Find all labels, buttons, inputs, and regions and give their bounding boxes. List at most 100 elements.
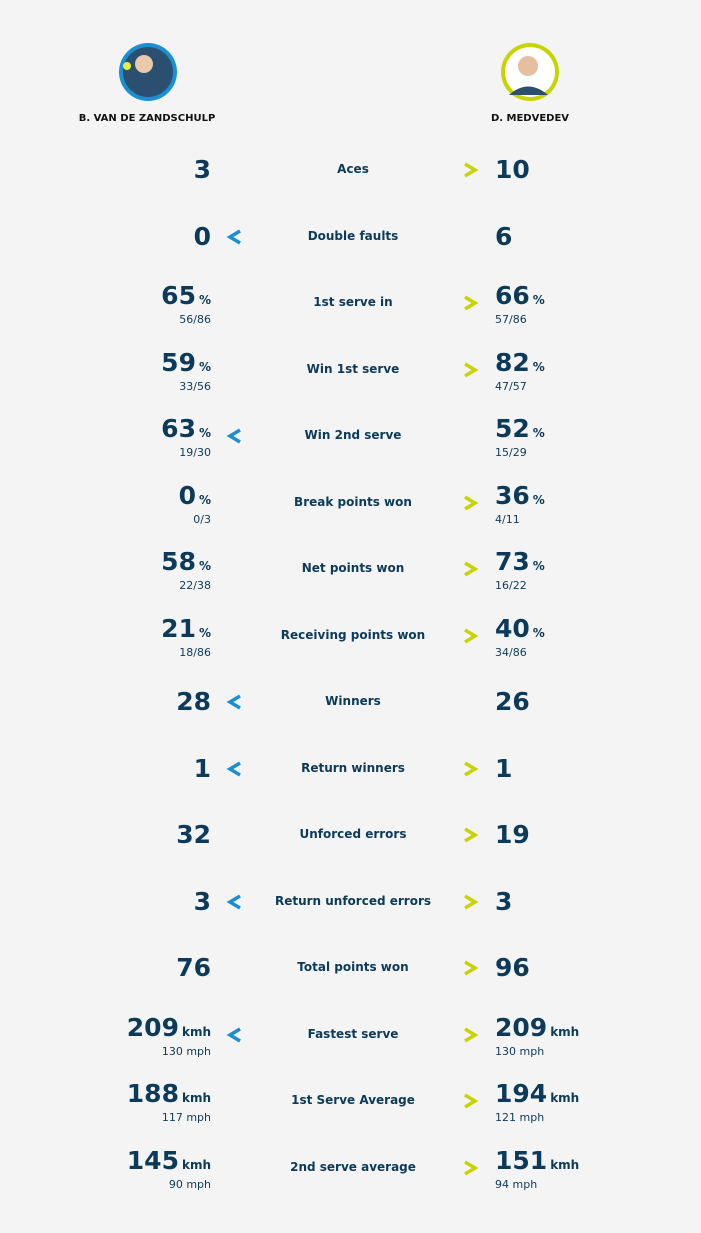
stat-value-group: 1 — [194, 754, 211, 784]
stat-value-group: 52% 15/29 — [495, 414, 545, 460]
stat-main: 1 — [194, 754, 211, 784]
stat-main: 21% — [161, 614, 211, 644]
avatar-shirt — [509, 86, 548, 95]
stat-value-group: 40% 34/86 — [495, 614, 545, 660]
stat-value: 36 — [495, 480, 530, 510]
right-arrow — [464, 760, 479, 777]
stat-main: 82% — [495, 348, 545, 378]
stat-unit: % — [198, 426, 211, 440]
left-arrow — [226, 760, 241, 777]
stat-value-group: 145 kmh 90 mph — [127, 1146, 211, 1192]
stat-main: 36% — [495, 481, 545, 511]
stat-main: 3 — [194, 155, 211, 185]
stat-main: 1 — [495, 754, 512, 784]
stat-main: 66% — [495, 281, 545, 311]
stat-value-group: 0% 0/3 — [179, 481, 211, 527]
stat-value-group: 73% 16/22 — [495, 547, 545, 593]
stat-main: 73% — [495, 547, 545, 577]
stat-unit: % — [198, 293, 211, 307]
avatars — [119, 43, 559, 101]
stat-label: 1st Serve Average — [291, 1093, 415, 1107]
right-arrow — [464, 627, 479, 644]
chevron — [464, 1026, 479, 1043]
stat-value-group: 1 — [495, 754, 512, 784]
avatar-face — [135, 55, 153, 73]
stat-value-group: 3 — [194, 155, 211, 185]
chevron — [464, 1159, 479, 1176]
chevron — [226, 893, 241, 910]
stat-main: 76 — [176, 953, 211, 983]
stat-value: 32 — [176, 820, 211, 849]
stat-main: 40% — [495, 614, 545, 644]
stat-value-group: 58% 22/38 — [161, 547, 211, 593]
stat-value-group: 96 — [495, 953, 530, 983]
stat-label: 1st serve in — [313, 295, 393, 309]
stat-unit: % — [532, 492, 545, 507]
chevron — [464, 627, 479, 644]
chevron — [464, 295, 479, 311]
right-arrow — [464, 827, 479, 843]
stat-main: 19 — [495, 820, 530, 850]
stat-value: 145 — [126, 1145, 179, 1175]
stat-value: 21 — [161, 613, 196, 643]
stat-sub: 130 mph — [495, 1044, 545, 1058]
left-arrow — [226, 694, 241, 710]
stat-value-group: 0 — [194, 222, 211, 252]
stat-label: 2nd serve average — [290, 1159, 416, 1174]
stat-value: 0 — [178, 480, 196, 510]
stat-value: 3 — [193, 886, 211, 916]
stat-value-group: 59% 33/56 — [161, 348, 211, 394]
stat-value-group: 19 — [495, 820, 530, 850]
stat-value: 209 — [126, 1012, 179, 1042]
stat-value: 76 — [176, 953, 211, 982]
stat-sub: 57/86 — [495, 313, 527, 326]
stat-main: 209 kmh — [495, 1013, 579, 1043]
stat-value: 58 — [161, 547, 196, 576]
stat-unit: % — [532, 559, 545, 573]
stat-value-group: 6 — [495, 222, 512, 252]
right-arrow — [464, 1159, 479, 1176]
left-arrow — [226, 1026, 241, 1043]
stat-main: 10 — [495, 155, 530, 185]
stat-sub: 34/86 — [495, 645, 527, 659]
stat-unit: % — [198, 492, 211, 507]
stat-sub: 56/86 — [179, 313, 211, 326]
right-arrow — [464, 1026, 479, 1043]
stat-value: 63 — [161, 414, 196, 443]
stat-sub: 15/29 — [495, 446, 527, 459]
stat-label: Win 1st serve — [306, 361, 400, 376]
chevron — [464, 162, 479, 178]
stat-value-group: 63% 19/30 — [161, 414, 211, 460]
stat-main: 0% — [179, 481, 211, 511]
stat-value-group: 10 — [495, 155, 530, 185]
stat-value: 10 — [495, 155, 530, 184]
stat-value: 66 — [495, 281, 530, 310]
stat-main: 28 — [176, 687, 211, 717]
right-arrow — [464, 162, 479, 178]
stat-sub: 16/22 — [495, 579, 527, 592]
stat-value: 6 — [495, 221, 513, 251]
stat-value: 3 — [495, 886, 513, 916]
stat-label: Unforced errors — [299, 827, 407, 841]
avatar-ball — [123, 62, 131, 70]
stat-value: 40 — [495, 613, 530, 643]
stat-value-group: 26 — [495, 687, 530, 717]
stat-unit: kmh — [181, 1091, 211, 1105]
stat-value: 1 — [193, 753, 211, 783]
stat-label: Total points won — [297, 960, 409, 974]
stat-value-group: 32 — [176, 820, 211, 850]
chevron — [464, 494, 479, 511]
right-arrow — [464, 893, 479, 910]
left-arrow — [226, 228, 241, 245]
stat-main: 63% — [161, 414, 211, 444]
chevron — [464, 561, 479, 577]
stat-unit: % — [532, 293, 545, 307]
stat-main: 59% — [161, 348, 211, 378]
chevron — [464, 1093, 479, 1109]
stat-main: 209 kmh — [127, 1013, 211, 1043]
stat-value: 65 — [161, 281, 196, 310]
chevron — [464, 361, 479, 378]
right-arrow — [464, 960, 479, 976]
right-arrow — [464, 361, 479, 378]
